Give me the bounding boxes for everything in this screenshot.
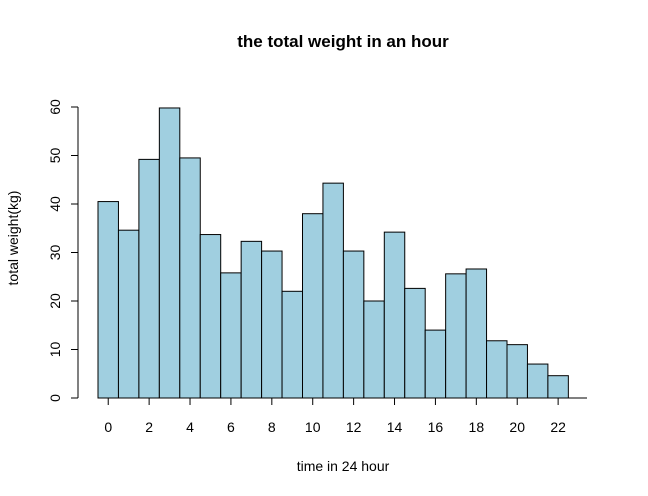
bar-hour-21 <box>526 363 549 399</box>
x-axis: 0 2 4 6 8 10 12 14 16 18 20 22 <box>104 397 587 435</box>
x-tick-label: 0 <box>104 419 112 435</box>
bar-hour-4 <box>179 157 201 399</box>
x-tick-label: 8 <box>268 419 276 435</box>
y-tick-label: 40 <box>47 196 63 212</box>
bar-hour-9 <box>281 290 303 399</box>
x-tick-label: 22 <box>550 419 566 435</box>
bar-hour-1 <box>117 229 140 399</box>
bar-hour-5 <box>199 234 222 399</box>
bar-hour-19 <box>486 340 508 399</box>
y-axis: 0 10 20 30 40 50 60 <box>47 99 79 402</box>
y-tick-label: 60 <box>47 99 63 115</box>
x-axis-label: time in 24 hour <box>297 458 390 474</box>
bar-hour-18 <box>465 268 488 399</box>
y-axis-label: total weight(kg) <box>5 191 21 286</box>
x-tick-label: 12 <box>346 419 362 435</box>
bar-hour-14 <box>383 231 406 399</box>
x-tick-label: 2 <box>145 419 153 435</box>
x-tick-label: 6 <box>227 419 235 435</box>
bar-hour-22 <box>547 375 569 399</box>
y-tick-label: 0 <box>47 394 63 402</box>
bar-hour-12 <box>342 250 365 399</box>
bar-hour-13 <box>363 300 385 399</box>
x-tick-label: 20 <box>509 419 525 435</box>
x-tick-label: 4 <box>186 419 194 435</box>
bar-hour-15 <box>404 287 426 399</box>
x-tick-label: 18 <box>469 419 485 435</box>
bar-hour-0 <box>97 201 119 399</box>
bar-hour-8 <box>261 250 283 399</box>
y-tick-label: 10 <box>47 342 63 358</box>
bar-hour-3 <box>158 107 181 399</box>
bars-group <box>97 107 569 399</box>
bar-hour-16 <box>424 329 447 399</box>
y-tick-label: 50 <box>47 148 63 164</box>
bar-hour-10 <box>302 213 324 399</box>
x-tick-label: 16 <box>428 419 444 435</box>
y-tick-label: 20 <box>47 293 63 309</box>
bar-hour-6 <box>220 272 242 399</box>
bar-hour-11 <box>322 182 344 399</box>
x-tick-label: 10 <box>305 419 321 435</box>
bar-hour-7 <box>240 240 263 399</box>
y-tick-label: 30 <box>47 245 63 261</box>
bar-hour-20 <box>506 344 528 399</box>
x-tick-label: 14 <box>387 419 403 435</box>
chart-title: the total weight in an hour <box>237 32 449 51</box>
bar-hour-17 <box>445 273 467 399</box>
bar-hour-2 <box>138 158 160 399</box>
